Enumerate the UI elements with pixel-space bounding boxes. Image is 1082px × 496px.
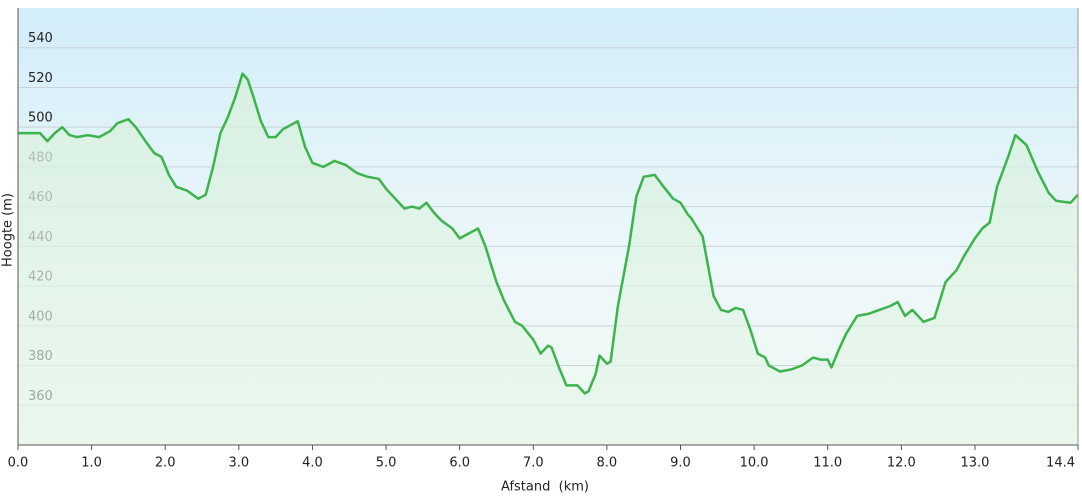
y-tick-label: 520 bbox=[28, 71, 53, 86]
elevation-line bbox=[18, 72, 1079, 395]
x-tick-label: 3.0 bbox=[228, 456, 249, 471]
elevation-area bbox=[18, 73, 1078, 445]
x-tick-label: 11.0 bbox=[813, 456, 842, 471]
x-tick-label: 0.0 bbox=[8, 456, 29, 471]
x-axis-label: Afstand (km) bbox=[501, 480, 589, 495]
y-tick-label: 500 bbox=[28, 111, 53, 126]
x-tick-label: 10.0 bbox=[740, 456, 769, 471]
x-tick-label: 5.0 bbox=[376, 456, 397, 471]
x-tick-label: 12.0 bbox=[887, 456, 916, 471]
y-axis-label: Hoogte (m) bbox=[1, 193, 16, 267]
x-tick-label: 2.0 bbox=[155, 456, 176, 471]
x-tick-label: 13.0 bbox=[960, 456, 989, 471]
x-tick-label: 9.0 bbox=[670, 456, 691, 471]
x-tick-label: 14.4 bbox=[1046, 456, 1075, 471]
x-tick-label: 7.0 bbox=[523, 456, 544, 471]
x-tick-label: 6.0 bbox=[449, 456, 470, 471]
x-tick-label: 1.0 bbox=[81, 456, 102, 471]
x-tick-label: 4.0 bbox=[302, 456, 323, 471]
x-tick-label: 8.0 bbox=[597, 456, 618, 471]
y-tick-label: 540 bbox=[28, 31, 53, 46]
